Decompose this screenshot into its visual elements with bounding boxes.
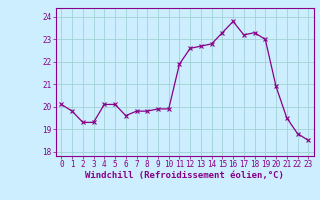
- X-axis label: Windchill (Refroidissement éolien,°C): Windchill (Refroidissement éolien,°C): [85, 171, 284, 180]
